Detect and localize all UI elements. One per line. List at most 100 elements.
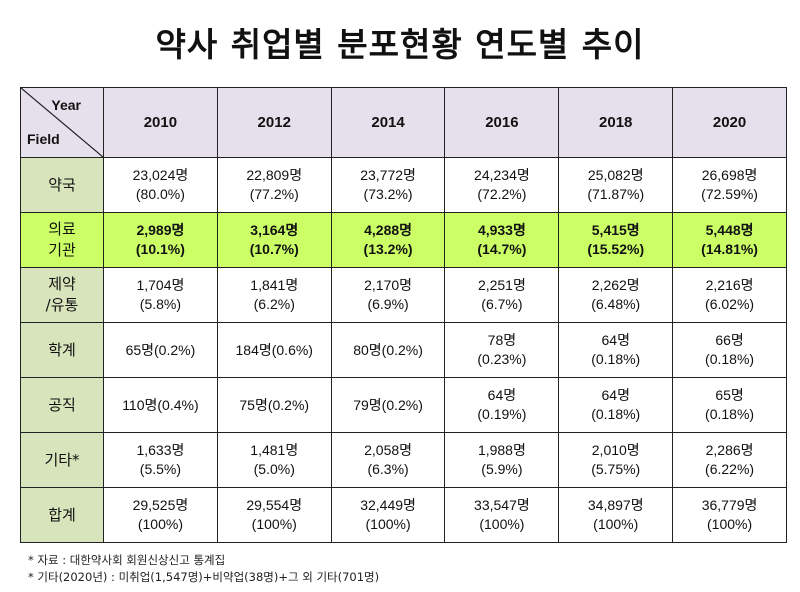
data-cell: 34,897명 (100%): [558, 487, 674, 543]
data-cell: 1,988명 (5.9%): [444, 432, 560, 488]
cell-percent: (5.0%): [253, 461, 295, 477]
cell-percent: (6.48%): [591, 296, 641, 312]
cell-count: 1,841명: [250, 277, 299, 293]
cell-count: 66명: [715, 332, 744, 348]
data-cell: 23,024명 (80.0%): [103, 157, 218, 213]
cell-count: 36,779명: [701, 497, 758, 513]
field-label-line: 약국: [48, 175, 76, 194]
data-cell: 64명 (0.18%): [558, 322, 674, 378]
cell-percent: (6.22%): [705, 461, 755, 477]
cell-count: 64명: [487, 387, 517, 403]
cell-percent: (5.75%): [591, 461, 641, 477]
cell-count: 64명: [601, 387, 630, 403]
cell-percent: (10.7%): [249, 241, 299, 257]
data-cell: 26,698명 (72.59%): [672, 157, 787, 213]
field-label-line: 학계: [48, 340, 76, 359]
data-cell: 2,989명 (10.1%): [103, 212, 218, 268]
data-cell: 29,554명 (100%): [216, 487, 332, 543]
table-row: 공직 110명(0.4%) 75명(0.2%) 79명(0.2%) 64명 (0.19%)…: [20, 377, 787, 433]
cell-count: 2,262명: [591, 277, 640, 293]
data-cell: 1,704명 (5.8%): [103, 267, 218, 323]
year-header: 2020: [672, 87, 787, 158]
cell-count: 1,633명: [136, 442, 185, 458]
cell-percent: (0.23%): [477, 351, 527, 367]
data-cell: 1,481명 (5.0%): [216, 432, 332, 488]
year-header: 2010: [103, 87, 218, 158]
field-label-line: 공직: [48, 395, 76, 414]
field-label: 기타*: [20, 432, 104, 488]
data-cell: 4,933명 (14.7%): [444, 212, 560, 268]
cell-percent: (6.2%): [253, 296, 295, 312]
field-label-line: 기타*: [44, 450, 80, 469]
cell-count: 22,809명: [246, 167, 303, 183]
data-cell: 4,288명 (13.2%): [330, 212, 446, 268]
cell-count: 2,170명: [364, 277, 413, 293]
employment-table: Year Field 2010 2012 2014 2016 2018 2020…: [20, 87, 787, 543]
cell-percent: (14.81%): [701, 241, 758, 257]
cell-count: 2,286명: [705, 442, 754, 458]
cell-count: 2,216명: [705, 277, 754, 293]
data-cell: 75명(0.2%): [216, 377, 332, 433]
data-cell: 2,058명 (6.3%): [330, 432, 446, 488]
data-cell: 5,448명 (14.81%): [672, 212, 787, 268]
cell-percent: (13.2%): [363, 241, 413, 257]
cell-count: 2,058명: [364, 442, 413, 458]
table-row: 의료 기관 2,989명 (10.1%) 3,164명 (10.7%) 4,288명 (13.…: [20, 212, 787, 268]
other-note: * 기타(2020년) : 미취업(1,547명)+비약업(38명)+그 외 기…: [28, 570, 380, 584]
cell-count: 33,547명: [474, 497, 530, 513]
data-cell: 64명 (0.19%): [444, 377, 560, 433]
data-cell: 2,262명 (6.48%): [558, 267, 674, 323]
cell-count: 23,024명: [132, 167, 189, 183]
data-cell: 1,841명 (6.2%): [216, 267, 332, 323]
data-cell: 66명 (0.18%): [672, 322, 787, 378]
field-label: 학계: [20, 322, 104, 378]
data-cell: 5,415명 (15.52%): [558, 212, 674, 268]
data-cell: 64명 (0.18%): [558, 377, 674, 433]
data-cell: 65명 (0.18%): [672, 377, 787, 433]
table-row: 합계 29,525명 (100%) 29,554명 (100%) 32,449명 (100%…: [20, 487, 787, 543]
data-cell: 65명(0.2%): [103, 322, 218, 378]
data-cell: 80명(0.2%): [330, 322, 446, 378]
table-row: 약국 23,024명 (80.0%) 22,809명 (77.2%) 23,772명 (73…: [20, 157, 787, 213]
cell-percent: (73.2%): [363, 186, 413, 202]
cell-percent: (5.8%): [139, 296, 182, 312]
cell-count: 26,698명: [701, 167, 758, 183]
cell-percent: (71.87%): [587, 186, 645, 202]
field-label-line: 의료: [48, 220, 76, 238]
cell-count: 64명: [601, 332, 630, 348]
data-cell: 2,286명 (6.22%): [672, 432, 787, 488]
cell-percent: (100%): [251, 516, 297, 532]
data-cell: 32,449명 (100%): [330, 487, 446, 543]
cell-count: 29,525명: [132, 497, 189, 513]
field-label-line: /유통: [45, 296, 79, 314]
cell-percent: (100%): [365, 516, 411, 532]
cell-count: 80명(0.2%): [353, 341, 423, 358]
field-label: 제약/유통: [20, 267, 104, 323]
data-cell: 2,010명 (5.75%): [558, 432, 674, 488]
data-cell: 33,547명 (100%): [444, 487, 560, 543]
cell-count: 34,897명: [587, 497, 644, 513]
cell-percent: (0.18%): [591, 351, 641, 367]
cell-count: 1,481명: [250, 442, 299, 458]
cell-percent: (0.18%): [705, 406, 755, 422]
data-cell: 78명 (0.23%): [444, 322, 560, 378]
cell-percent: (100%): [707, 516, 753, 532]
data-cell: 184명(0.6%): [216, 322, 332, 378]
cell-count: 2,251명: [477, 277, 526, 293]
field-label-line: 합계: [48, 505, 76, 524]
field-label: 의료 기관: [20, 212, 104, 268]
data-cell: 22,809명 (77.2%): [216, 157, 332, 213]
field-label: 공직: [20, 377, 104, 433]
cell-percent: (6.7%): [481, 296, 523, 312]
cell-count: 79명(0.2%): [353, 396, 423, 413]
data-cell: 29,525명 (100%): [103, 487, 218, 543]
corner-year-label: Year: [51, 97, 81, 113]
cell-percent: (0.18%): [591, 406, 641, 422]
source-note: * 자료 : 대한약사회 회원신상신고 통계집: [28, 553, 226, 567]
cell-count: 2,989명: [136, 222, 185, 238]
year-header: 2016: [444, 87, 560, 158]
year-header: 2012: [216, 87, 332, 158]
cell-count: 24,234명: [474, 167, 530, 183]
field-label: 약국: [20, 157, 104, 213]
cell-percent: (6.3%): [367, 461, 409, 477]
